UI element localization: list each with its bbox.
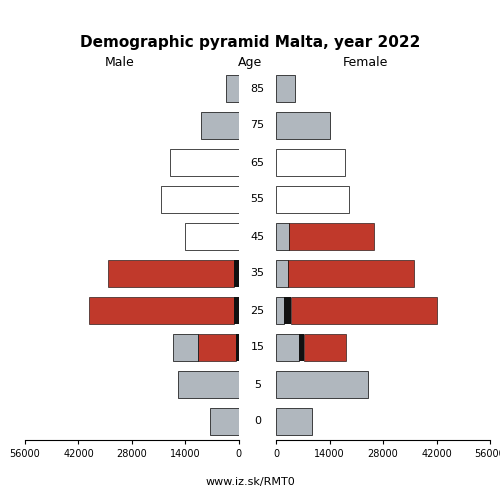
Text: 55: 55 [250, 194, 264, 204]
Bar [160, 186, 239, 214]
Bar [234, 296, 239, 324]
Bar [276, 148, 345, 176]
Bar [210, 408, 239, 436]
Bar [276, 222, 289, 250]
Bar [304, 334, 346, 361]
Bar [290, 222, 374, 250]
Bar [89, 296, 234, 324]
Bar [186, 222, 239, 250]
Bar [200, 112, 239, 140]
Text: Male: Male [105, 56, 135, 69]
Bar [108, 260, 234, 287]
Bar [198, 334, 236, 361]
Bar [276, 334, 299, 361]
Text: 25: 25 [250, 306, 264, 316]
Bar [226, 74, 239, 102]
Bar [276, 260, 287, 287]
Bar [170, 148, 239, 176]
Text: Age: Age [238, 56, 262, 69]
Bar [276, 370, 368, 398]
Text: 35: 35 [250, 268, 264, 278]
Text: 65: 65 [250, 158, 264, 168]
Text: Demographic pyramid Malta, year 2022: Demographic pyramid Malta, year 2022 [80, 35, 420, 50]
Text: Female: Female [342, 56, 388, 69]
Text: 85: 85 [250, 84, 264, 94]
Text: 0: 0 [254, 416, 261, 426]
Bar [299, 334, 304, 361]
Bar [276, 408, 312, 436]
Bar [292, 296, 436, 324]
Bar [276, 296, 283, 324]
Bar [276, 74, 295, 102]
Text: 45: 45 [250, 232, 264, 241]
Bar [178, 370, 239, 398]
Bar [284, 296, 292, 324]
Text: 5: 5 [254, 380, 261, 390]
Bar [288, 260, 414, 287]
Text: www.iz.sk/RMT0: www.iz.sk/RMT0 [205, 478, 295, 488]
Text: 15: 15 [250, 342, 264, 352]
Bar [173, 334, 198, 361]
Bar [276, 186, 348, 214]
Bar [276, 112, 330, 140]
Bar [236, 334, 239, 361]
Text: 75: 75 [250, 120, 264, 130]
Bar [234, 260, 239, 287]
